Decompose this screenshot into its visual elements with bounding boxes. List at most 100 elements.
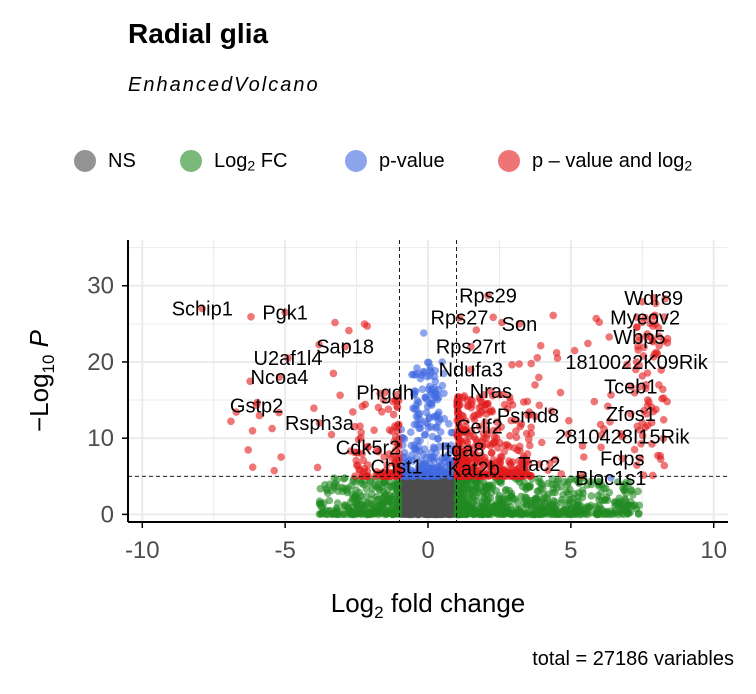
points xyxy=(198,291,672,519)
point-pvalue xyxy=(436,468,444,476)
point-pvalue xyxy=(430,444,439,453)
point-both xyxy=(659,434,668,443)
point-fc xyxy=(367,490,376,499)
point-both xyxy=(515,360,523,368)
point-both xyxy=(380,453,388,461)
point-both xyxy=(455,313,464,322)
point-both xyxy=(639,352,648,360)
point-both xyxy=(506,432,514,440)
point-fc xyxy=(381,492,389,501)
point-fc xyxy=(357,479,366,488)
gene-label: Rps29 xyxy=(459,286,517,308)
point-pvalue xyxy=(425,471,434,480)
point-both xyxy=(604,402,612,411)
gene-label: Sap18 xyxy=(316,337,374,359)
point-fc xyxy=(538,481,546,489)
point-pvalue xyxy=(419,329,428,337)
point-both xyxy=(638,418,647,427)
point-fc xyxy=(489,505,497,513)
point-fc xyxy=(316,500,324,508)
point-both xyxy=(475,422,484,431)
point-both xyxy=(650,350,659,358)
point-fc xyxy=(575,479,583,487)
gene-label: Wbp5 xyxy=(613,327,665,349)
x-tick-label: -10 xyxy=(125,537,160,564)
point-both xyxy=(655,332,663,341)
y-tick-label: 0 xyxy=(101,501,114,528)
point-both xyxy=(523,450,532,458)
legend-dot-fc xyxy=(180,150,202,172)
point-both xyxy=(370,426,378,435)
point-pvalue xyxy=(421,430,430,439)
point-both xyxy=(635,383,643,391)
point-fc xyxy=(460,487,468,495)
point-both xyxy=(627,382,635,391)
chart-title: Radial glia xyxy=(128,18,269,49)
gene-label: Wdr89 xyxy=(624,288,683,310)
point-both xyxy=(544,466,552,475)
point-fc xyxy=(627,486,635,494)
point-both xyxy=(639,471,648,480)
point-both xyxy=(638,297,647,306)
y-tick-label: 30 xyxy=(87,273,114,300)
point-both xyxy=(661,295,669,303)
y-tick-label: 20 xyxy=(87,349,114,376)
point-pvalue xyxy=(428,385,437,394)
point-both xyxy=(634,346,642,354)
point-pvalue xyxy=(420,368,428,377)
point-both xyxy=(546,459,554,468)
point-both xyxy=(592,314,600,323)
point-both xyxy=(487,449,496,457)
point-fc xyxy=(564,478,573,486)
point-both xyxy=(649,471,657,480)
point-pvalue xyxy=(433,423,441,431)
point-fc xyxy=(603,496,612,505)
point-both xyxy=(252,401,261,410)
gene-label: Ncoa4 xyxy=(251,367,309,389)
point-both xyxy=(478,443,486,451)
point-both xyxy=(637,440,645,448)
point-ns xyxy=(402,482,411,491)
point-both xyxy=(525,435,533,444)
point-both xyxy=(470,432,478,441)
gene-label: Gstp2 xyxy=(230,395,283,417)
point-both xyxy=(605,333,613,341)
point-both xyxy=(469,464,478,473)
gene-label: Son xyxy=(502,314,538,336)
point-both xyxy=(656,452,665,460)
gene-label: Zfos1 xyxy=(606,404,656,426)
point-fc xyxy=(388,483,396,492)
point-both xyxy=(392,423,401,432)
point-ns xyxy=(424,488,433,497)
point-both xyxy=(649,407,658,416)
point-both xyxy=(227,417,235,426)
point-pvalue xyxy=(408,370,416,379)
point-both xyxy=(198,304,207,313)
point-both xyxy=(363,467,372,476)
point-both xyxy=(352,456,361,465)
point-both xyxy=(531,412,539,421)
point-both xyxy=(635,333,644,341)
point-both xyxy=(531,381,539,389)
point-both xyxy=(584,339,592,348)
gene-label: 1810022K09Rik xyxy=(565,352,708,374)
point-both xyxy=(494,471,503,480)
point-fc xyxy=(505,510,514,518)
point-ns xyxy=(442,479,451,488)
point-fc xyxy=(621,503,630,511)
y-tick-label: 10 xyxy=(87,425,114,452)
point-pvalue xyxy=(428,453,437,461)
point-ns xyxy=(403,489,412,498)
point-both xyxy=(357,433,365,442)
point-pvalue xyxy=(418,460,427,468)
point-both xyxy=(633,461,641,470)
point-fc xyxy=(376,503,384,512)
point-fc xyxy=(583,507,591,515)
point-both xyxy=(538,438,546,447)
gene-label: Kat2b xyxy=(448,459,500,481)
point-both xyxy=(457,437,465,445)
point-both xyxy=(315,340,323,349)
point-both xyxy=(607,391,615,399)
point-both xyxy=(480,391,488,399)
point-both xyxy=(331,318,339,327)
